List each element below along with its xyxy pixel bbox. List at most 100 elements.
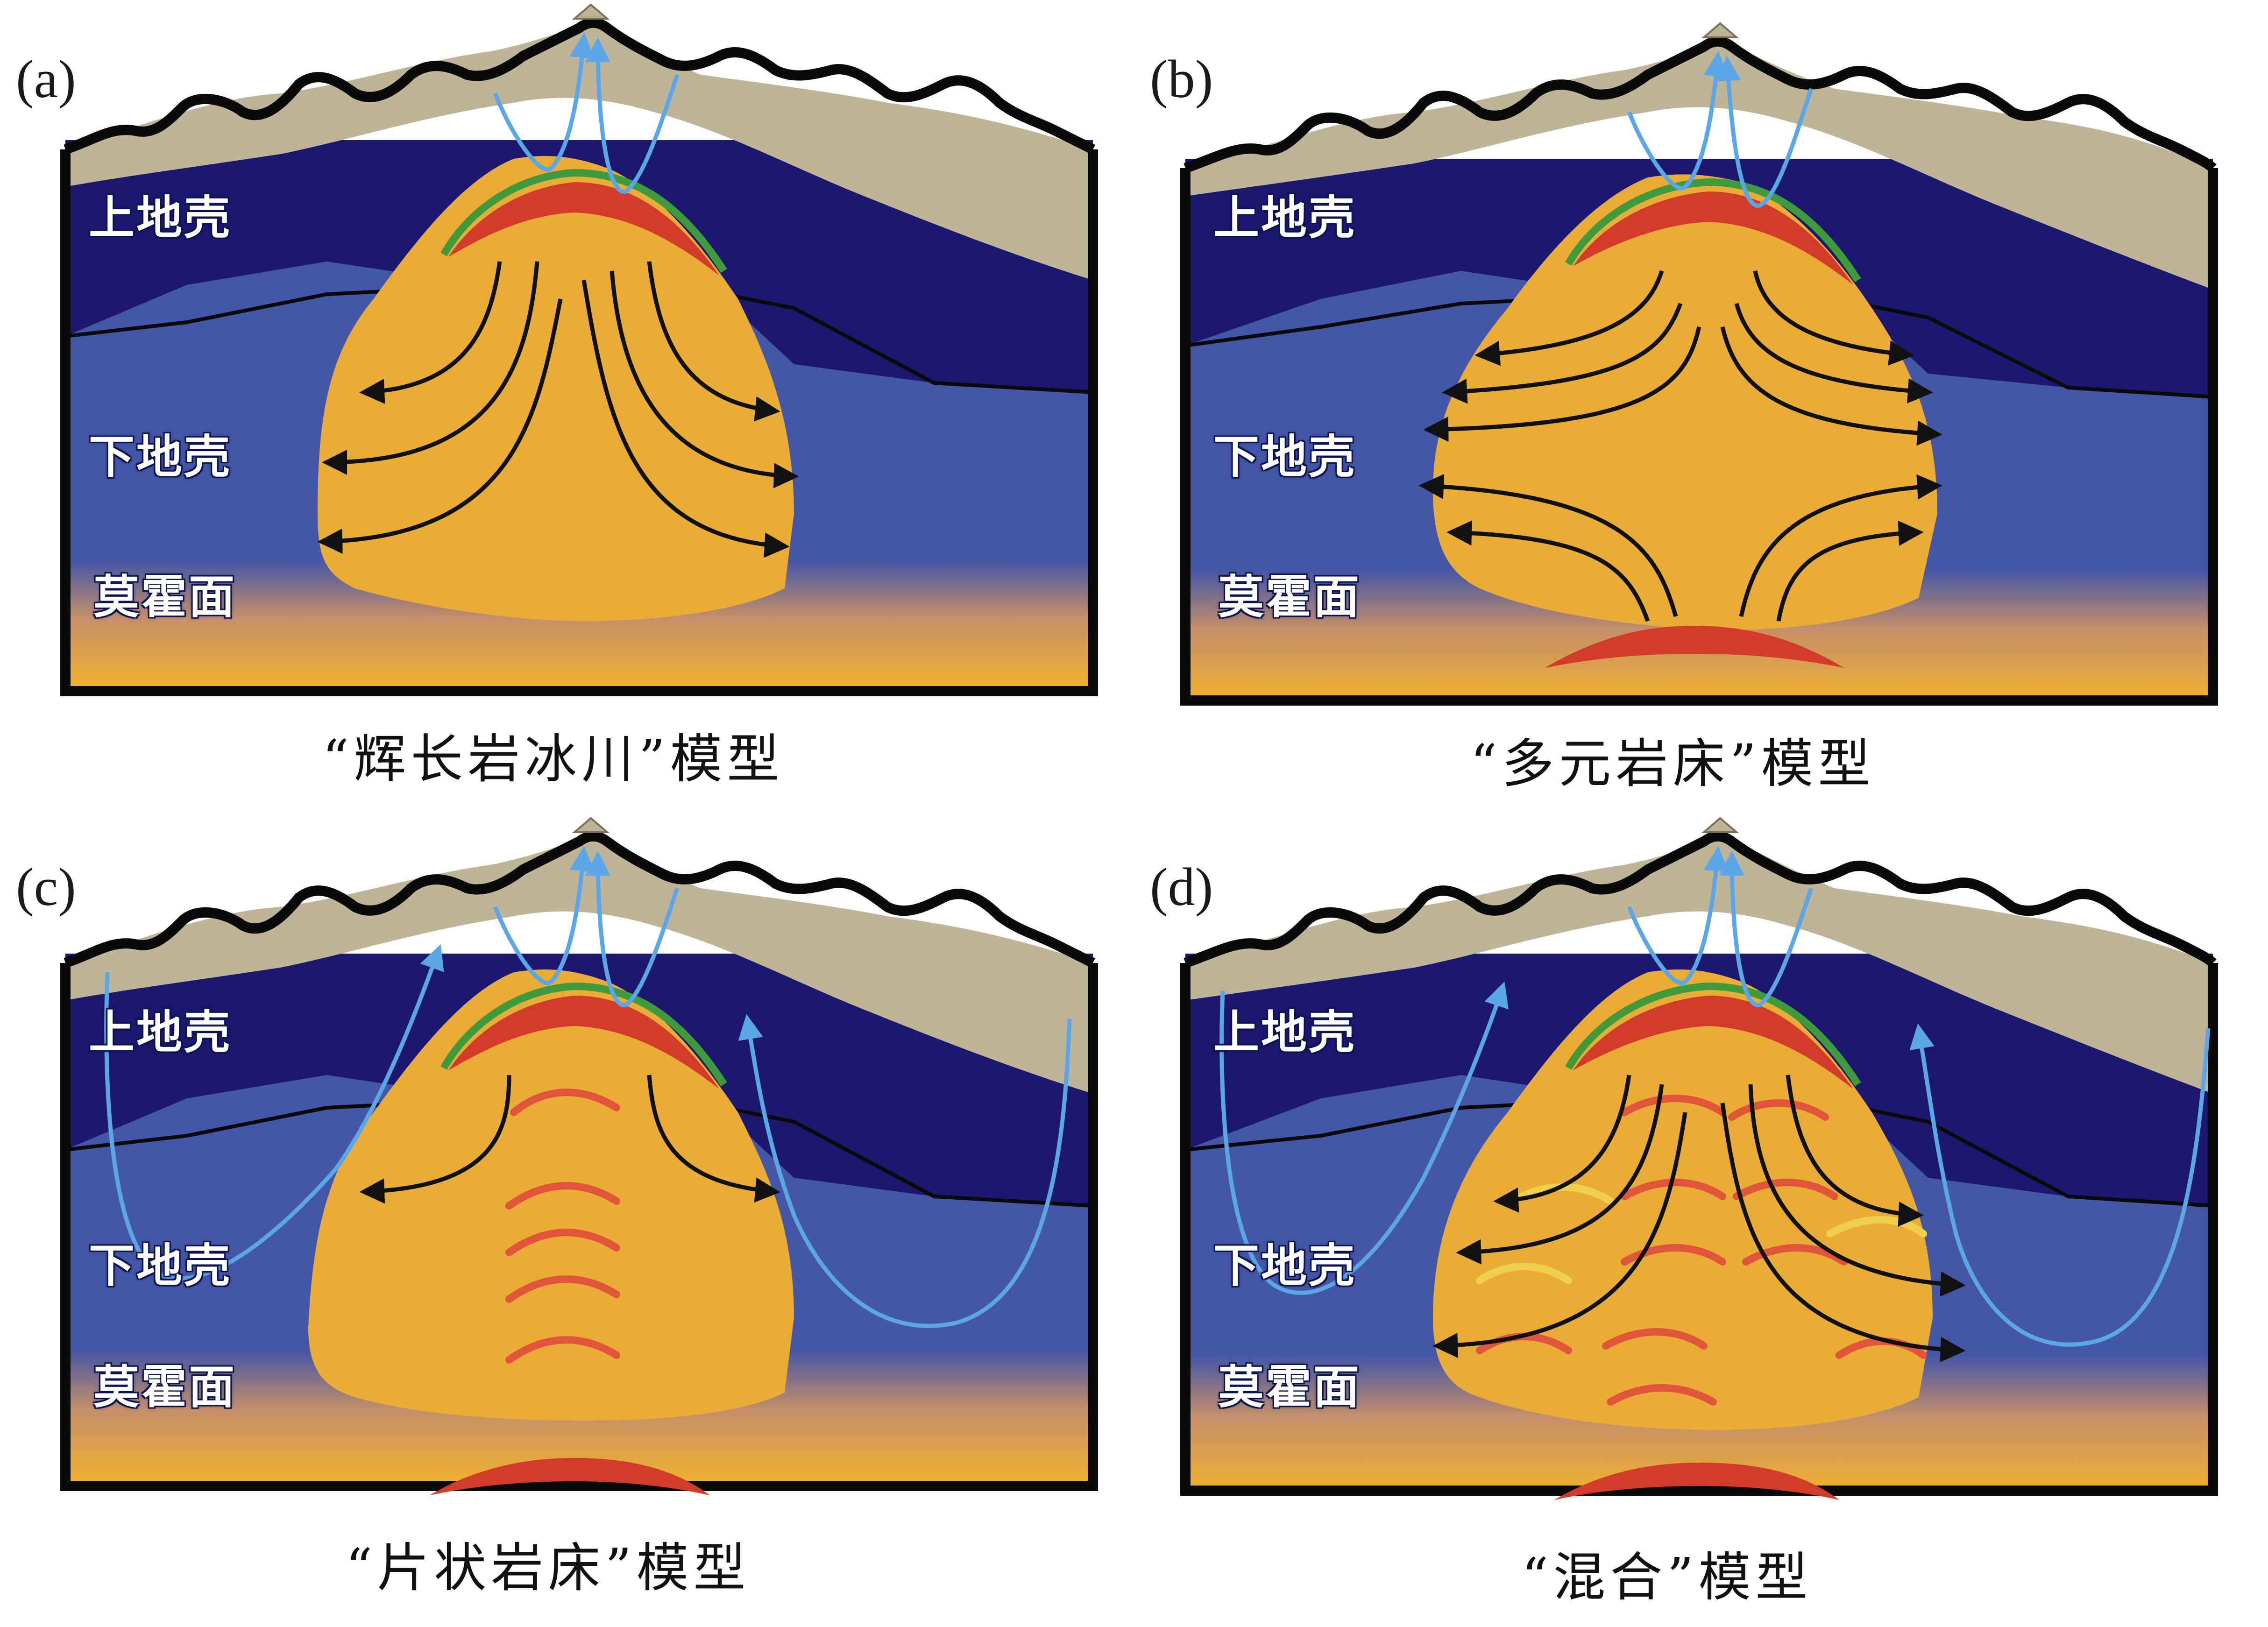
upper-crust-label: 上地壳 bbox=[1213, 191, 1357, 245]
sheeted-sills bbox=[505, 1089, 620, 1364]
flow-arrow-5 bbox=[610, 270, 799, 488]
panel-c-diagram bbox=[60, 817, 1098, 1495]
melt-lens bbox=[1573, 996, 1853, 1089]
flow-arrow-3 bbox=[1432, 1112, 1687, 1358]
panel-a-caption: “辉长岩冰川”模型 bbox=[322, 729, 784, 790]
crust-rim bbox=[1565, 178, 1861, 283]
fluid-path-2 bbox=[585, 850, 680, 1007]
hydrothermal-flow bbox=[1627, 51, 1814, 208]
fluid-loop-right bbox=[1909, 1023, 2211, 1347]
panel-a-tag: (a) bbox=[16, 50, 76, 109]
basal-melt-lens bbox=[430, 1458, 710, 1495]
magma-body bbox=[308, 969, 794, 1495]
magma-body bbox=[1433, 969, 1933, 1500]
sill-13 bbox=[1607, 1384, 1717, 1406]
panel-d-caption: “混合”模型 bbox=[1522, 1547, 1813, 1608]
surface-layer bbox=[1185, 42, 2213, 290]
flow-arrow-6 bbox=[1720, 326, 1942, 446]
moho-label: 莫霍面 bbox=[1218, 1361, 1361, 1414]
fluid-loop-left bbox=[1219, 981, 1509, 1295]
volcano-vent bbox=[572, 3, 610, 20]
basal-melt-lens bbox=[1554, 1463, 1839, 1500]
sill-4 bbox=[1621, 1179, 1726, 1200]
ground-profile bbox=[1184, 831, 2217, 968]
flow-arrow-8 bbox=[1446, 520, 1650, 622]
panel-b-diagram bbox=[1180, 22, 2218, 706]
gabbro-glacier-flow bbox=[317, 261, 799, 558]
panel-b-tag: (b) bbox=[1150, 50, 1213, 109]
flow-arrow-4 bbox=[1753, 270, 1914, 366]
mixed-flow bbox=[1432, 1075, 1966, 1362]
lower-crust-label: 下地壳 bbox=[89, 1239, 232, 1293]
sill-6 bbox=[1826, 1216, 1927, 1238]
volcano-vent bbox=[1701, 817, 1739, 833]
flow-arrow-9 bbox=[1739, 474, 1942, 617]
flow-arrow-10 bbox=[1776, 520, 1924, 622]
ground-profile bbox=[64, 17, 1095, 155]
sill-2 bbox=[505, 1182, 620, 1210]
flow-arrow-2 bbox=[322, 261, 539, 475]
fluid-path-1 bbox=[1627, 51, 1729, 191]
panel-d: (d) 上地壳 下地壳 莫霍面 “混合”模型 bbox=[1134, 814, 2268, 1627]
hydrothermal-flow bbox=[493, 32, 680, 194]
panel-a-diagram bbox=[60, 3, 1098, 696]
sill-5 bbox=[505, 1336, 620, 1364]
panel-d-tag: (d) bbox=[1150, 857, 1213, 917]
sill-2 bbox=[1728, 1099, 1829, 1121]
flow-arrow-4 bbox=[581, 280, 790, 558]
fluid-path-1 bbox=[1627, 846, 1729, 985]
sill-4 bbox=[505, 1275, 620, 1303]
magma-chamber bbox=[318, 156, 794, 621]
volcano-vent bbox=[1701, 22, 1739, 38]
ground-profile bbox=[1184, 36, 2217, 173]
surface-layer bbox=[65, 23, 1093, 280]
flow-arrow-5 bbox=[1748, 1084, 1966, 1297]
fluid-path-2 bbox=[585, 37, 680, 194]
block-frame bbox=[60, 963, 1098, 1491]
flow-arrow-6 bbox=[1786, 1075, 1924, 1227]
flow-arrow-2 bbox=[1442, 303, 1683, 404]
surface-layer bbox=[65, 837, 1093, 1094]
block-frame bbox=[1180, 168, 2218, 706]
hydrothermal-flow bbox=[104, 846, 1072, 1328]
ground-profile bbox=[64, 831, 1095, 968]
upper-crust-label: 上地壳 bbox=[89, 1006, 232, 1059]
moho-label: 莫霍面 bbox=[93, 571, 237, 624]
fluid-path-1 bbox=[493, 846, 595, 985]
flow-arrow-3 bbox=[317, 298, 563, 554]
basal-melt-lens bbox=[1545, 626, 1844, 668]
upper-crust-label: 上地壳 bbox=[89, 191, 232, 245]
flow-arrow-1 bbox=[1474, 270, 1664, 366]
flow-arrow-1 bbox=[359, 1075, 511, 1204]
moho-label: 莫霍面 bbox=[93, 1361, 237, 1414]
panel-c-caption: “片状岩床”模型 bbox=[346, 1538, 751, 1599]
melt-lens bbox=[1573, 191, 1853, 285]
surface-layer bbox=[1185, 837, 2213, 1094]
moho-label: 莫霍面 bbox=[1218, 571, 1361, 624]
fluid-path-2 bbox=[1719, 850, 1814, 1007]
sill-9 bbox=[1476, 1263, 1572, 1284]
flow-arrow-6 bbox=[647, 261, 780, 422]
flow-arrow-1 bbox=[359, 261, 502, 404]
flow-arrow-1 bbox=[1493, 1075, 1631, 1213]
panel-c: (c) 上地壳 下地壳 莫霍面 “片状岩床”模型 bbox=[0, 814, 1134, 1627]
crust-rim bbox=[440, 982, 727, 1087]
sill-1 bbox=[1621, 1095, 1726, 1116]
panel-b-caption: “多元岩床”模型 bbox=[1470, 734, 1875, 794]
sill-11 bbox=[1602, 1328, 1708, 1350]
flow-arrow-7 bbox=[1418, 474, 1678, 617]
fluid-path-2 bbox=[1715, 56, 1814, 208]
lower-crust-label: 下地壳 bbox=[1213, 431, 1357, 484]
hydrothermal-flow bbox=[1219, 846, 2211, 1347]
sill-3 bbox=[505, 1229, 620, 1256]
panel-b: (b) 上地壳 下地壳 莫霍面 “多元岩床”模型 bbox=[1134, 0, 2268, 814]
sill-8 bbox=[1742, 1244, 1848, 1266]
upper-crust-label: 上地壳 bbox=[1213, 1006, 1357, 1059]
lower-crust-label: 下地壳 bbox=[1213, 1239, 1357, 1293]
flow-arrow-5 bbox=[1734, 303, 1933, 403]
melt-lens bbox=[448, 996, 719, 1089]
sill-flow bbox=[359, 1075, 780, 1204]
magma-chamber bbox=[1433, 969, 1933, 1430]
block-frame bbox=[60, 149, 1098, 696]
fluid-path-1 bbox=[493, 32, 595, 172]
